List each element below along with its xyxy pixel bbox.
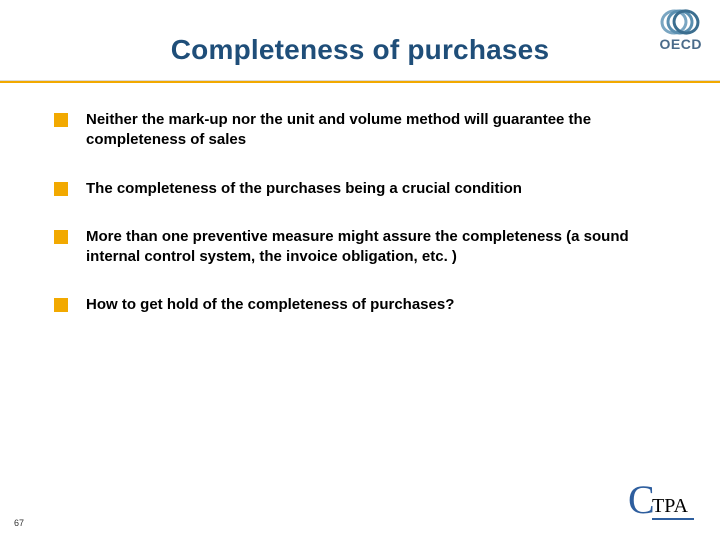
bullet-list: Neither the mark-up nor the unit and vol… (54, 110, 654, 344)
bullet-icon (54, 182, 72, 196)
list-item: More than one preventive measure might a… (54, 227, 654, 268)
page-number: 67 (14, 518, 24, 528)
list-item: How to get hold of the completeness of p… (54, 295, 654, 315)
bullet-text: Neither the mark-up nor the unit and vol… (86, 110, 654, 151)
list-item: Neither the mark-up nor the unit and vol… (54, 110, 654, 151)
list-item: The completeness of the purchases being … (54, 179, 654, 199)
ctpa-underline (652, 518, 694, 520)
divider-accent (0, 81, 720, 83)
page-title: Completeness of purchases (0, 34, 720, 66)
ctpa-tpa-text: TPA (652, 495, 688, 518)
ctpa-c-letter: C (628, 476, 655, 523)
bullet-icon (54, 230, 72, 244)
oecd-rings-icon (626, 8, 702, 36)
bullet-text: How to get hold of the completeness of p… (86, 295, 454, 315)
bullet-icon (54, 113, 72, 127)
slide: OECD Completeness of purchases Neither t… (0, 0, 720, 540)
bullet-text: The completeness of the purchases being … (86, 179, 522, 199)
ctpa-logo: C TPA (628, 480, 698, 524)
bullet-text: More than one preventive measure might a… (86, 227, 654, 268)
bullet-icon (54, 298, 72, 312)
